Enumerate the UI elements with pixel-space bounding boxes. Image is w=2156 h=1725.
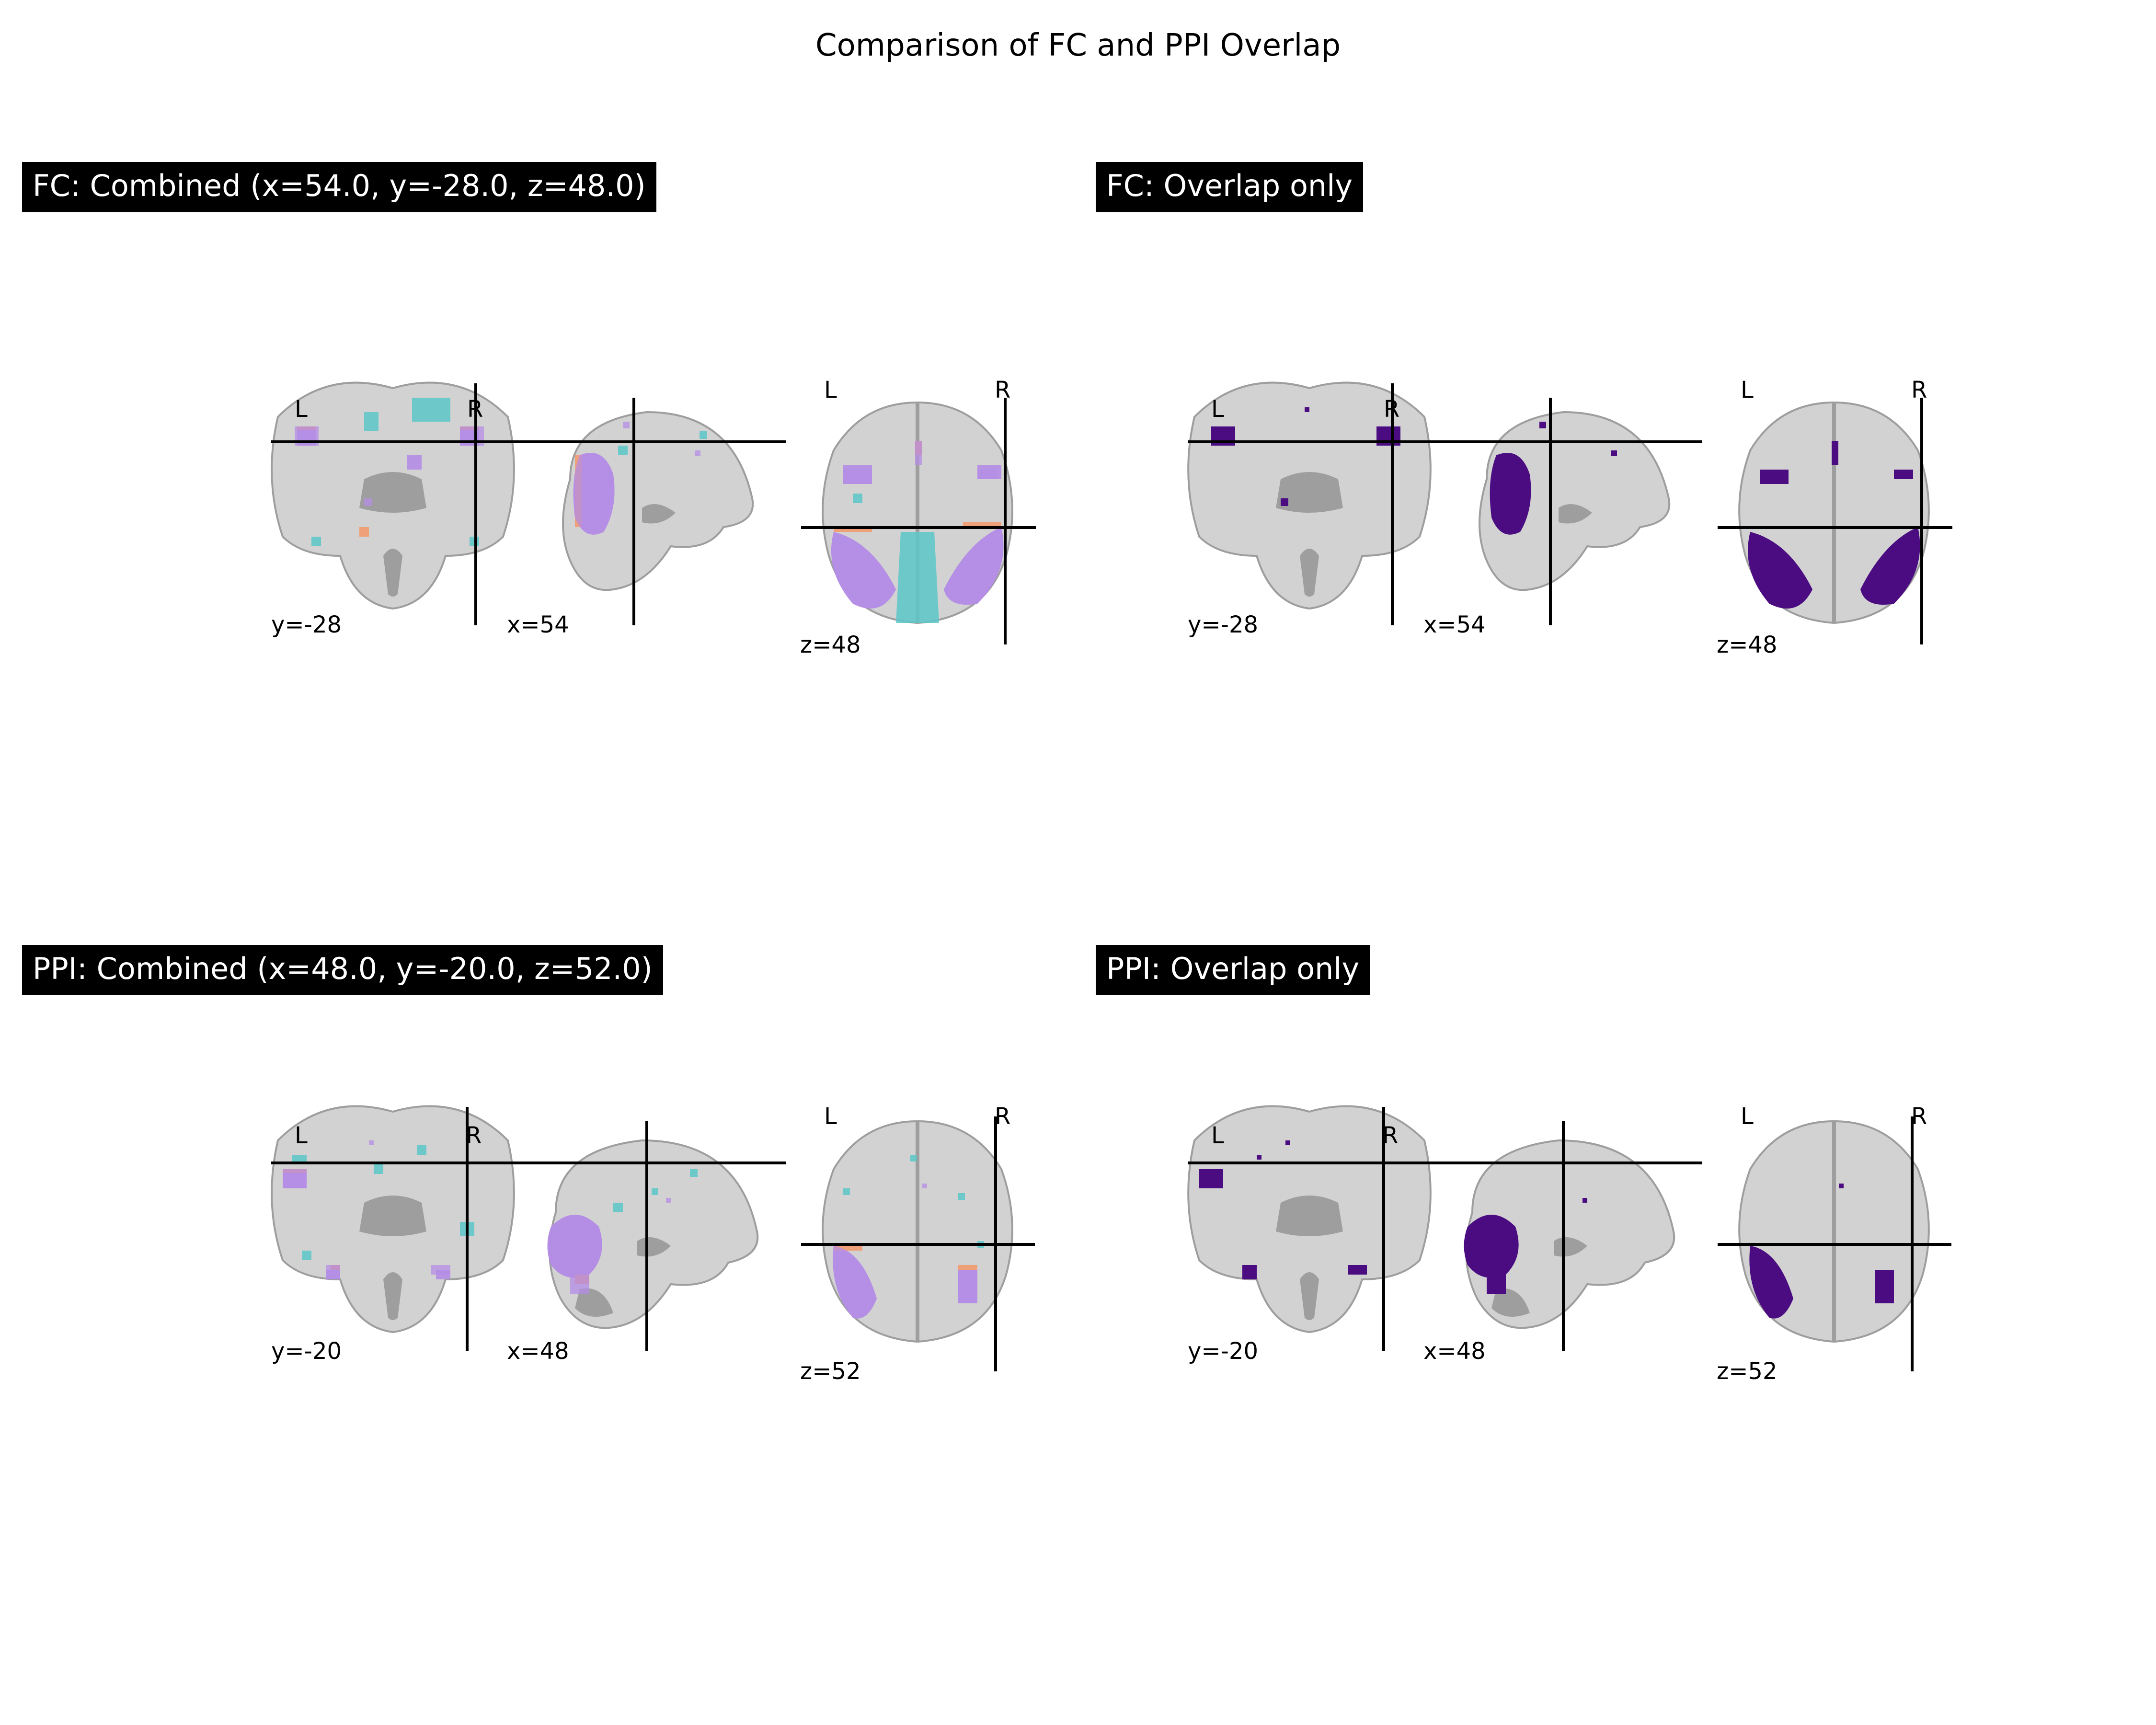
coronal-coordinate-label: y=-28 [1188,611,1259,638]
right-marker: R [995,1103,1011,1130]
axial-view [822,401,1013,624]
axial-view [822,1120,1013,1343]
sagittal-coordinate-label: x=54 [507,611,569,638]
panel-title: PPI: Overlap only [1096,945,1370,995]
sagittal-view [547,1139,759,1329]
sagittal-coordinate-label: x=54 [1423,611,1486,638]
axial-coordinate-label: z=52 [800,1358,861,1385]
right-marker: R [466,1122,482,1149]
right-marker: R [1384,396,1400,423]
right-marker: R [1911,377,1927,403]
panel-title: PPI: Combined (x=48.0, y=-20.0, z=52.0) [22,945,663,995]
axial-view [1738,1120,1930,1343]
left-marker: L [1741,377,1754,403]
right-marker: R [1382,1122,1399,1149]
coronal-coordinate-label: y=-20 [1188,1338,1259,1365]
left-marker: L [1211,396,1224,423]
left-marker: L [1211,1122,1224,1149]
left-marker: L [824,377,837,403]
coronal-coordinate-label: y=-20 [271,1338,342,1365]
sagittal-view [1479,411,1671,591]
figure-title: Comparison of FC and PPI Overlap [815,28,1341,63]
sagittal-coordinate-label: x=48 [1423,1338,1486,1365]
coronal-coordinate-label: y=-28 [271,611,342,638]
axial-coordinate-label: z=52 [1717,1358,1778,1385]
axial-coordinate-label: z=48 [1717,632,1778,658]
sagittal-view [562,411,754,591]
axial-view [1738,401,1930,624]
left-marker: L [1741,1103,1754,1130]
sagittal-coordinate-label: x=48 [507,1338,569,1365]
left-marker: L [295,396,308,423]
right-marker: R [995,377,1011,403]
coronal-view [1187,381,1432,610]
panel-title: FC: Overlap only [1096,162,1364,212]
panel-title: FC: Combined (x=54.0, y=-28.0, z=48.0) [22,162,656,212]
right-marker: R [467,396,483,423]
left-marker: L [824,1103,837,1130]
axial-coordinate-label: z=48 [800,632,861,658]
right-marker: R [1911,1103,1927,1130]
left-marker: L [295,1122,308,1149]
